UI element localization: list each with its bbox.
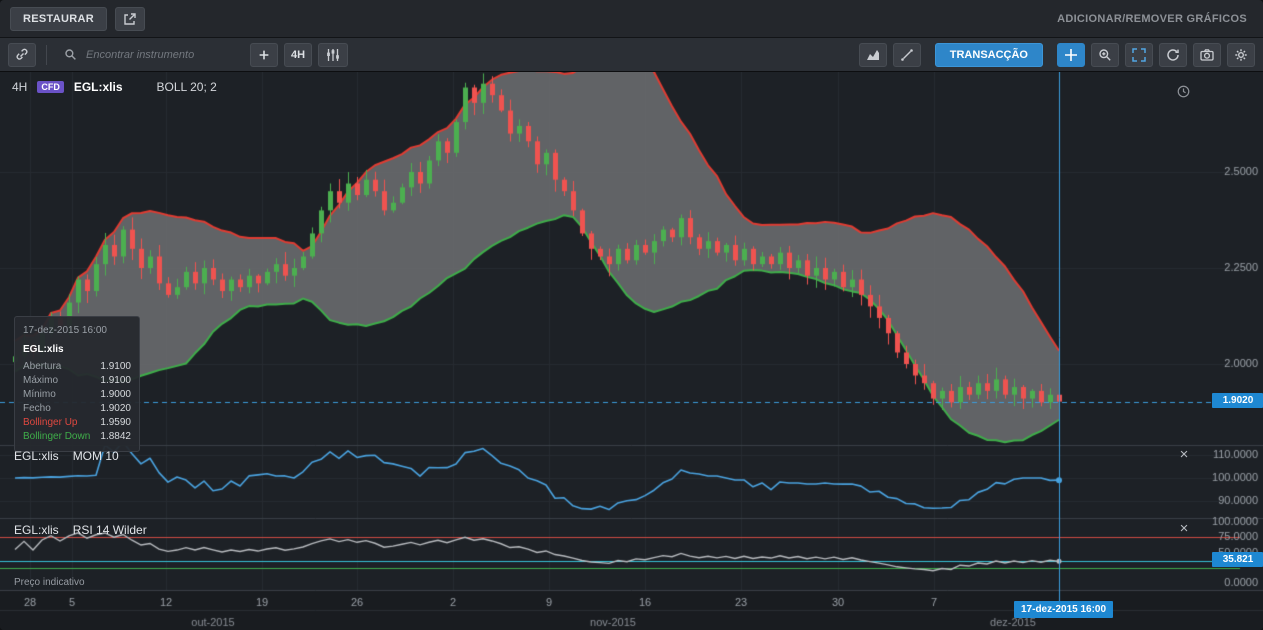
candle-settings-icon <box>324 47 342 63</box>
trend-line-icon <box>899 47 915 63</box>
settings-button[interactable] <box>1227 43 1255 67</box>
area-chart-button[interactable] <box>859 43 887 67</box>
refresh-icon <box>1165 47 1181 63</box>
fit-screen-button[interactable] <box>1125 43 1153 67</box>
tooltip-row-close: Fecho1.9020 <box>23 402 131 416</box>
search-input[interactable] <box>84 48 238 62</box>
open-new-window-button[interactable] <box>115 7 145 31</box>
gear-icon <box>1233 47 1249 63</box>
rsi-value-badge: 35.821 <box>1212 552 1263 567</box>
chart-canvas[interactable] <box>0 72 1263 630</box>
trend-line-button[interactable] <box>893 43 921 67</box>
legend-indicator[interactable]: BOLL 20; 2 <box>157 80 217 94</box>
indicative-price-note: Preço indicativo <box>14 577 85 588</box>
instrument-search <box>57 43 244 67</box>
add-remove-charts-button[interactable]: ADICIONAR/REMOVER GRÁFICOS <box>1051 12 1253 26</box>
current-price-badge: 1.9020 <box>1212 393 1263 408</box>
crosshair-icon <box>1063 47 1079 63</box>
zoom-in-button[interactable] <box>1091 43 1119 67</box>
screenshot-button[interactable] <box>1193 43 1221 67</box>
chart-toolbar: 4H TRANSACÇÃO <box>0 38 1263 72</box>
top-bar: RESTAURAR ADICIONAR/REMOVER GRÁFICOS <box>0 0 1263 38</box>
session-clock-icon[interactable] <box>1176 84 1191 99</box>
link-icon <box>14 47 30 63</box>
tooltip-row-bollinger-down: Bollinger Down1.8842 <box>23 430 131 444</box>
timeframe-button[interactable]: 4H <box>284 43 312 67</box>
chart-area: 4H CFD EGL:xlis BOLL 20; 2 17-dez-2015 1… <box>0 72 1263 630</box>
transaction-button[interactable]: TRANSACÇÃO <box>935 43 1043 67</box>
chart-settings-button[interactable] <box>318 43 348 67</box>
camera-icon <box>1199 47 1215 63</box>
ohlc-tooltip: 17-dez-2015 16:00 EGL:xlis Abertura1.910… <box>14 316 140 452</box>
plus-icon <box>257 48 271 62</box>
trading-platform-window: RESTAURAR ADICIONAR/REMOVER GRÁFICOS <box>0 0 1263 630</box>
rsi-panel-header: EGL:xlis RSI 14 Wilder <box>14 523 147 537</box>
mom-panel-symbol: EGL:xlis <box>14 449 59 463</box>
legend-timeframe: 4H <box>12 80 27 94</box>
legend-symbol[interactable]: EGL:xlis <box>74 80 123 94</box>
add-instrument-button[interactable] <box>250 43 278 67</box>
toolbar-divider <box>46 45 47 65</box>
link-button[interactable] <box>8 43 36 67</box>
refresh-button[interactable] <box>1159 43 1187 67</box>
rsi-panel-symbol: EGL:xlis <box>14 523 59 537</box>
open-new-window-icon <box>122 11 138 27</box>
tooltip-row-bollinger-up: Bollinger Up1.9590 <box>23 416 131 430</box>
tooltip-row-high: Máximo1.9100 <box>23 374 131 388</box>
crosshair-tool-button[interactable] <box>1057 43 1085 67</box>
chart-legend: 4H CFD EGL:xlis BOLL 20; 2 <box>12 80 217 94</box>
mom-panel-name[interactable]: MOM 10 <box>73 449 119 463</box>
tooltip-datetime: 17-dez-2015 16:00 <box>23 324 131 338</box>
restore-button[interactable]: RESTAURAR <box>10 7 107 31</box>
mom-panel-header: EGL:xlis MOM 10 <box>14 449 119 463</box>
rsi-panel-name[interactable]: RSI 14 Wilder <box>73 523 147 537</box>
rsi-close-icon[interactable]: × <box>1176 522 1192 538</box>
cfd-badge: CFD <box>37 81 64 93</box>
tooltip-row-open: Abertura1.9100 <box>23 360 131 374</box>
tooltip-row-low: Mínimo1.9000 <box>23 388 131 402</box>
crosshair-time-badge: 17-dez-2015 16:00 <box>1014 601 1113 618</box>
zoom-in-icon <box>1097 47 1113 63</box>
area-chart-icon <box>865 47 881 63</box>
fit-screen-icon <box>1131 47 1147 63</box>
search-icon <box>63 47 78 62</box>
tooltip-symbol: EGL:xlis <box>23 343 131 357</box>
mom-close-icon[interactable]: × <box>1176 448 1192 464</box>
